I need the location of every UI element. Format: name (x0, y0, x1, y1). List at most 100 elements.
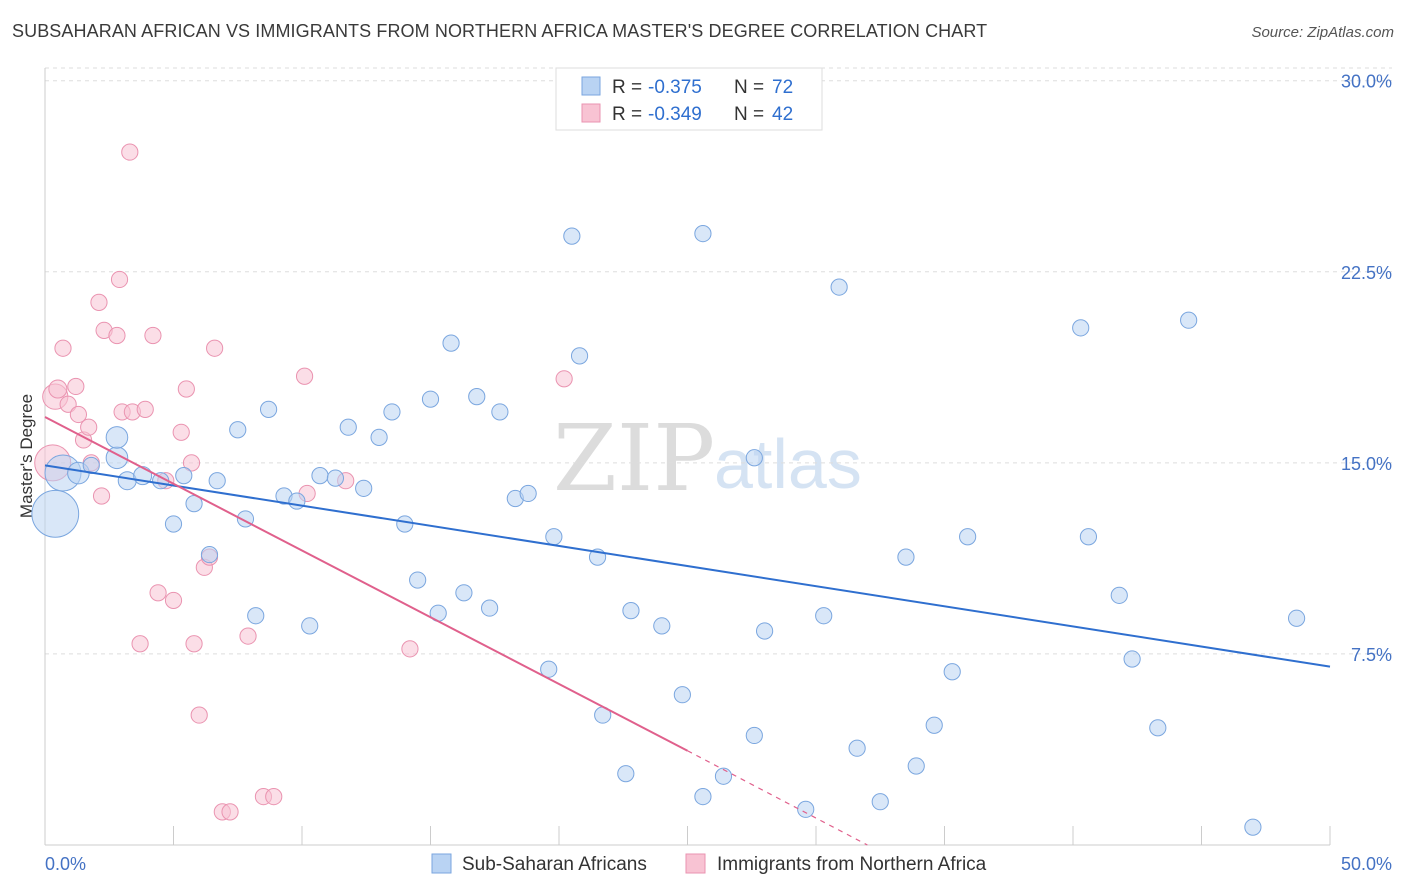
subsaharan-point (396, 515, 414, 533)
subsaharan-point (622, 602, 640, 620)
subsaharan-point (673, 686, 691, 704)
subsaharan-point (247, 607, 265, 625)
subsaharan-point (1180, 311, 1198, 329)
northern-africa-point (110, 270, 129, 289)
subsaharan-point (871, 793, 889, 811)
trend-lines (44, 416, 1331, 846)
subsaharan-point (540, 660, 558, 678)
northern-africa-point (69, 405, 88, 424)
x-tick-label-min: 0.0% (45, 854, 86, 874)
northern-africa-point (164, 591, 183, 610)
chart-title: SUBSAHARAN AFRICAN VS IMMIGRANTS FROM NO… (12, 21, 988, 41)
legend-n-label-2: N = (734, 104, 764, 125)
legend-swatch-pink (581, 103, 601, 123)
y-tick-label: 15.0% (1341, 454, 1392, 474)
legend-r-label-1: R = (612, 77, 642, 98)
northern-africa-point (149, 584, 167, 602)
northern-africa-point (265, 787, 283, 806)
x-axis-ticks (44, 826, 1331, 845)
watermark-zip: ZIP (553, 405, 715, 512)
subsaharan-point (925, 716, 943, 734)
subsaharan-point (1123, 650, 1141, 668)
series-northern-africa-points (34, 143, 573, 821)
bottom-legend-label-1: Sub-Saharan Africans (462, 854, 647, 875)
northern-africa-point (172, 423, 190, 441)
subsaharan-point (797, 800, 815, 818)
subsaharan-point (1149, 719, 1167, 737)
subsaharan-point (907, 757, 925, 775)
northern-africa-point (59, 395, 77, 413)
subsaharan-point (383, 403, 401, 421)
subsaharan-point (570, 347, 589, 365)
subsaharan-point (745, 449, 763, 467)
subsaharan-point (959, 528, 977, 546)
bottom-legend: Sub-Saharan Africans Immigrants from Nor… (431, 853, 987, 875)
subsaharan-point (105, 426, 129, 449)
subsaharan-point (545, 528, 563, 546)
legend-swatch-blue (581, 76, 601, 96)
subsaharan-point (1072, 319, 1090, 337)
subsaharan-point (830, 278, 848, 296)
bottom-legend-label-2: Immigrants from Northern Africa (717, 854, 987, 875)
subsaharan-point (897, 548, 915, 566)
bottom-legend-swatch-pink (685, 853, 706, 874)
northern-africa-point (185, 635, 203, 653)
subsaharan-point (442, 334, 460, 352)
subsaharan-point (355, 479, 373, 497)
subsaharan-point (409, 571, 427, 589)
subsaharan-point (563, 227, 581, 245)
northern-africa-point (190, 706, 208, 724)
northern-africa-point (80, 418, 98, 436)
northern-africa-point (108, 326, 126, 345)
subsaharan-point (745, 726, 763, 745)
northern-africa-point (90, 293, 108, 311)
northern-africa-trend-line (44, 416, 688, 752)
subsaharan-trend-line (44, 464, 1331, 668)
subsaharan-point (1079, 528, 1098, 546)
gridlines (45, 67, 1392, 655)
bottom-legend-swatch-blue (431, 853, 452, 874)
subsaharan-point (31, 489, 80, 538)
subsaharan-point (164, 515, 183, 533)
subsaharan-point (229, 421, 247, 439)
subsaharan-point (301, 617, 319, 635)
northern-africa-point (555, 370, 573, 388)
legend-n-label-1: N = (734, 77, 764, 98)
northern-africa-point (131, 635, 149, 653)
subsaharan-point (617, 765, 635, 783)
northern-africa-point (54, 339, 72, 357)
legend-r-label-2: R = (612, 104, 642, 125)
subsaharan-point (481, 599, 499, 617)
legend-n-value-2: 42 (772, 104, 793, 125)
subsaharan-point (259, 400, 278, 418)
subsaharan-point (175, 467, 193, 485)
source-label: Source: ZipAtlas.com (1251, 24, 1394, 41)
subsaharan-point (1244, 818, 1262, 836)
subsaharan-point (1110, 586, 1128, 604)
subsaharan-point (756, 622, 774, 640)
subsaharan-point (694, 224, 712, 243)
northern-africa-point (92, 487, 111, 505)
subsaharan-point (653, 617, 671, 635)
northern-africa-point (48, 379, 68, 399)
subsaharan-point (370, 428, 388, 446)
northern-africa-trend-extension (687, 750, 868, 846)
watermark-atlas: atlas (714, 425, 862, 503)
subsaharan-point (815, 607, 833, 625)
subsaharan-point (421, 390, 440, 408)
subsaharan-point (491, 403, 509, 421)
northern-africa-point (401, 640, 419, 658)
y-tick-label: 22.5% (1341, 263, 1392, 283)
legend-box: R = -0.375 N = 72 R = -0.349 N = 42 (555, 67, 823, 131)
subsaharan-point (208, 472, 226, 490)
subsaharan-point (339, 418, 357, 436)
subsaharan-point (519, 484, 537, 503)
northern-africa-point (177, 380, 195, 398)
y-tick-label: 30.0% (1341, 72, 1392, 92)
subsaharan-point (468, 388, 486, 406)
northern-africa-point (182, 454, 201, 472)
subsaharan-point (200, 545, 219, 564)
legend-r-value-2: -0.349 (648, 104, 702, 125)
subsaharan-point (311, 467, 329, 485)
